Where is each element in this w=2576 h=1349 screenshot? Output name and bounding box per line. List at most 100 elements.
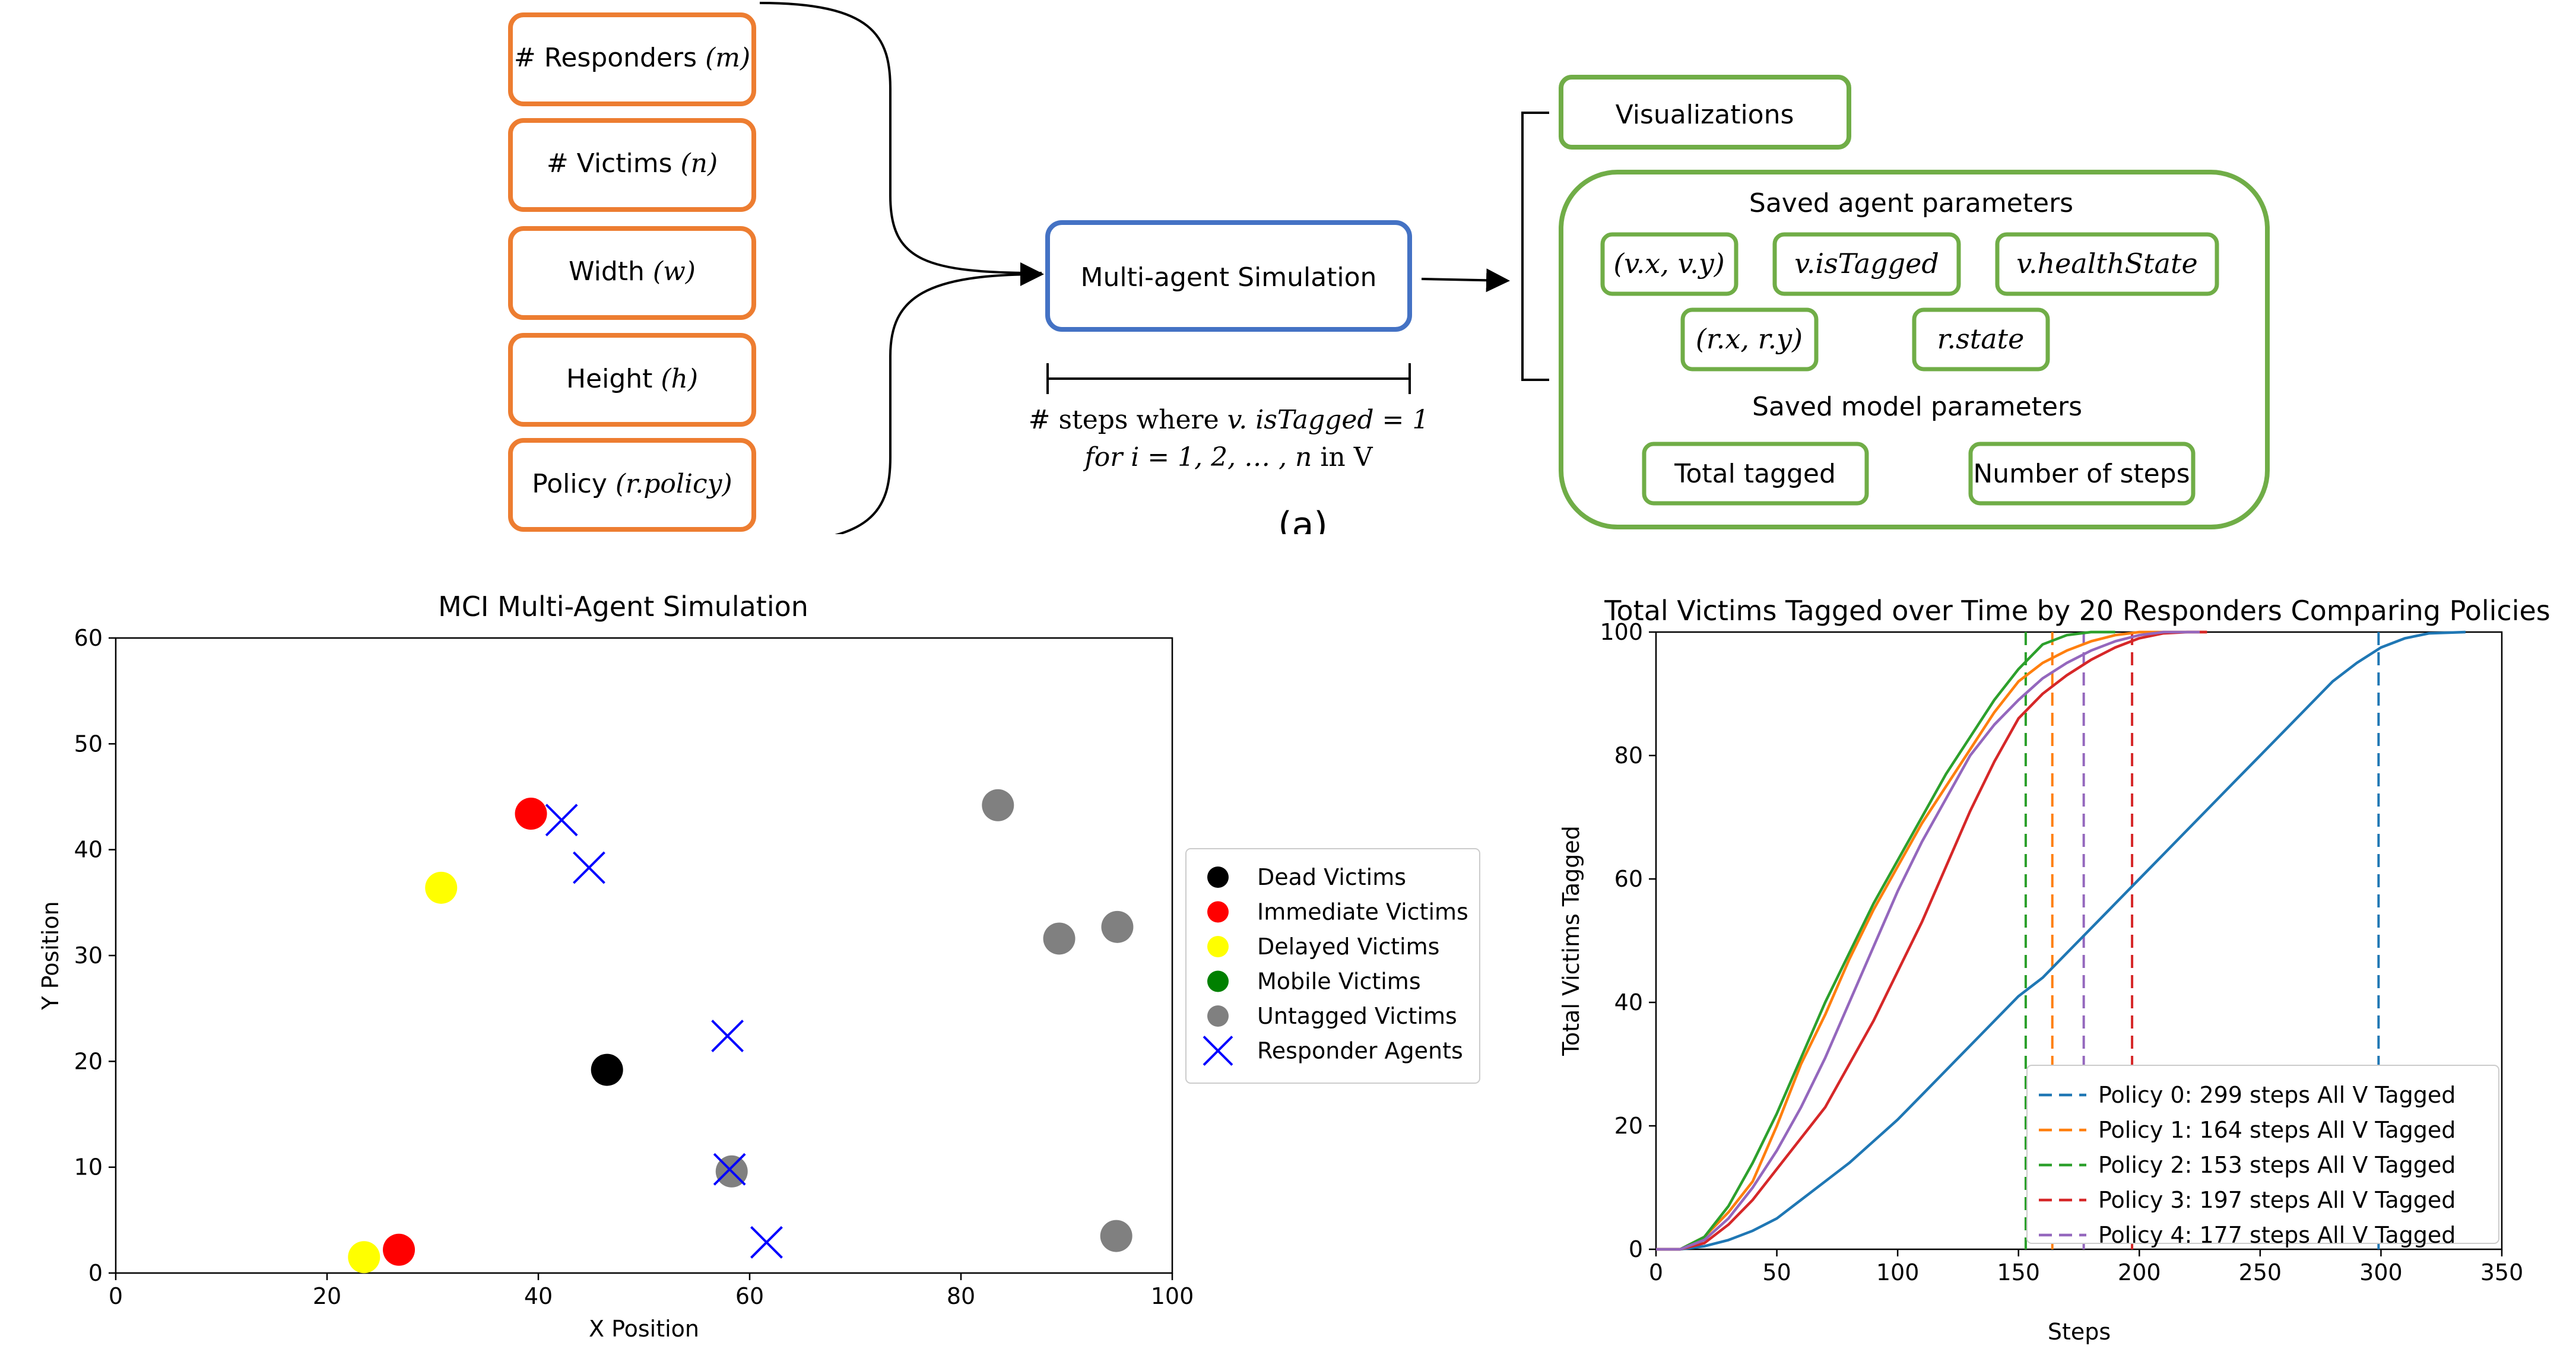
input-box-responders: # Responders (m) — [508, 12, 756, 106]
legend-label: Responder Agents — [1257, 1038, 1463, 1064]
responder-agent-marker — [573, 851, 605, 884]
svg-text:Width (w): Width (w) — [569, 256, 696, 287]
legend-label: Immediate Victims — [1257, 899, 1468, 925]
steps-math: for i = 1, 2, … , n — [1083, 442, 1312, 472]
svg-text:Height (h): Height (h) — [566, 364, 698, 394]
scatter-plot-area — [115, 637, 1173, 1274]
line-title: Total Victims Tagged over Time by 20 Res… — [1604, 595, 2550, 627]
victim-point — [515, 798, 547, 830]
x-tick-label: 0 — [1649, 1259, 1663, 1285]
legend-marker — [1207, 1005, 1229, 1027]
legend-label: Dead Victims — [1257, 864, 1406, 890]
y-tick-label: 60 — [74, 625, 103, 651]
x-tick-label: 250 — [2239, 1259, 2282, 1285]
legend-label: Untagged Victims — [1257, 1003, 1457, 1029]
input-math: (m) — [705, 43, 750, 73]
line-y-label: Total Victims Tagged — [1558, 826, 1584, 1056]
legend-label: Policy 0: 299 steps All V Tagged — [2098, 1082, 2456, 1108]
victim-point — [348, 1241, 380, 1274]
y-tick-label: 20 — [74, 1048, 103, 1074]
policy-series-line — [1656, 630, 2115, 1251]
victim-point — [591, 1053, 623, 1086]
pipeline-diagram: # Responders (m) # Victims (n) Width (w)… — [508, 2, 2270, 534]
victim-point — [425, 871, 458, 904]
input-box-width: Width (w) — [508, 226, 756, 320]
svg-text:# Responders (m): # Responders (m) — [514, 43, 750, 73]
input-box-height: Height (h) — [508, 333, 756, 427]
steps-condition-line2: for i = 1, 2, … , n in V — [1083, 442, 1373, 472]
victim-point — [383, 1233, 415, 1266]
x-tick-label: 200 — [2118, 1259, 2161, 1285]
legend-label: Policy 1: 164 steps All V Tagged — [2098, 1117, 2456, 1143]
y-tick-label: 50 — [74, 731, 103, 757]
input-math: (r.policy) — [616, 469, 732, 499]
responder-agent-marker — [545, 804, 578, 837]
legend-marker — [1207, 970, 1229, 992]
input-label: Height — [566, 364, 661, 394]
input-label: # Responders — [514, 43, 705, 73]
steps-condition-line1: # steps where v. isTagged = 1 — [1029, 405, 1429, 435]
y-tick-label: 30 — [74, 942, 103, 969]
input-box-policy: Policy (r.policy) — [508, 438, 756, 532]
line-y-axis: 0 20 40 60 80 100 — [1600, 619, 1656, 1262]
responder-agent-marker — [713, 1153, 746, 1186]
x-tick-label: 0 — [109, 1283, 123, 1309]
line-x-label: Steps — [2048, 1319, 2111, 1345]
scatter-points — [348, 789, 1134, 1274]
x-tick-label: 100 — [1876, 1259, 1920, 1285]
input-label: # Victims — [547, 148, 681, 179]
scatter-x-label: X Position — [589, 1316, 699, 1342]
y-tick-label: 80 — [1614, 742, 1643, 769]
scatter-title: MCI Multi-Agent Simulation — [438, 591, 808, 623]
input-box-victims: # Victims (n) — [508, 118, 756, 212]
x-tick-label: 20 — [313, 1283, 341, 1309]
svg-text:Policy (r.policy): Policy (r.policy) — [532, 469, 732, 499]
policy-series-line — [1656, 630, 2207, 1251]
x-tick-label: 60 — [735, 1283, 764, 1309]
legend-label: Policy 3: 197 steps All V Tagged — [2098, 1187, 2456, 1213]
victim-point — [1043, 922, 1076, 955]
scatter-y-label: Y Position — [37, 901, 64, 1010]
output-bracket — [1521, 112, 1549, 381]
steps-text: # steps where — [1029, 405, 1227, 435]
policy-series-line — [1656, 630, 2200, 1251]
victim-point — [1100, 1220, 1132, 1252]
x-tick-label: 150 — [1997, 1259, 2040, 1285]
param-rxy: (r.x, r.y) — [1696, 323, 1803, 355]
saved-parameters-panel: Saved agent parameters (v.x, v.y) v.isTa… — [1559, 170, 2270, 529]
y-tick-label: 60 — [1614, 866, 1643, 892]
param-is-tagged: v.isTagged — [1794, 247, 1939, 280]
victim-point — [982, 789, 1014, 821]
param-health-state: v.healthState — [2016, 247, 2197, 280]
input-math: (n) — [680, 148, 718, 179]
input-math: (w) — [653, 256, 696, 287]
legend-label: Mobile Victims — [1257, 969, 1421, 995]
line-legend: Policy 0: 299 steps All V Tagged Policy 1… — [2026, 1065, 2499, 1248]
legend-marker-x — [1203, 1036, 1233, 1066]
x-tick-label: 350 — [2480, 1259, 2524, 1285]
svg-text:# Victims (n): # Victims (n) — [547, 148, 718, 179]
visualizations-label: Visualizations — [1616, 100, 1794, 130]
param-total-tagged: Total tagged — [1674, 459, 1836, 489]
input-connector-upper — [759, 2, 1042, 274]
x-tick-label: 80 — [947, 1283, 975, 1309]
input-label: Policy — [532, 469, 616, 499]
param-r-state: r.state — [1937, 323, 2025, 355]
y-tick-label: 10 — [74, 1154, 103, 1180]
y-tick-label: 40 — [74, 837, 103, 863]
input-connector-lower — [834, 262, 1044, 534]
y-tick-label: 0 — [1629, 1236, 1643, 1262]
line-series-group — [1656, 630, 2466, 1251]
legend-label: Delayed Victims — [1257, 934, 1439, 960]
scatter-y-axis: 0 10 20 30 40 50 60 — [74, 625, 116, 1286]
visualizations-box: Visualizations — [1559, 75, 1851, 150]
legend-label: Policy 2: 153 steps All V Tagged — [2098, 1152, 2456, 1178]
policy-series-line — [1656, 630, 2207, 1251]
output-arrow — [1421, 268, 1510, 293]
policy-series-line — [1656, 630, 2466, 1251]
x-tick-label: 100 — [1151, 1283, 1194, 1309]
x-tick-label: 40 — [524, 1283, 553, 1309]
steps-bracket — [1046, 363, 1411, 394]
param-number-of-steps: Number of steps — [1973, 459, 2190, 489]
legend-marker — [1207, 866, 1229, 888]
